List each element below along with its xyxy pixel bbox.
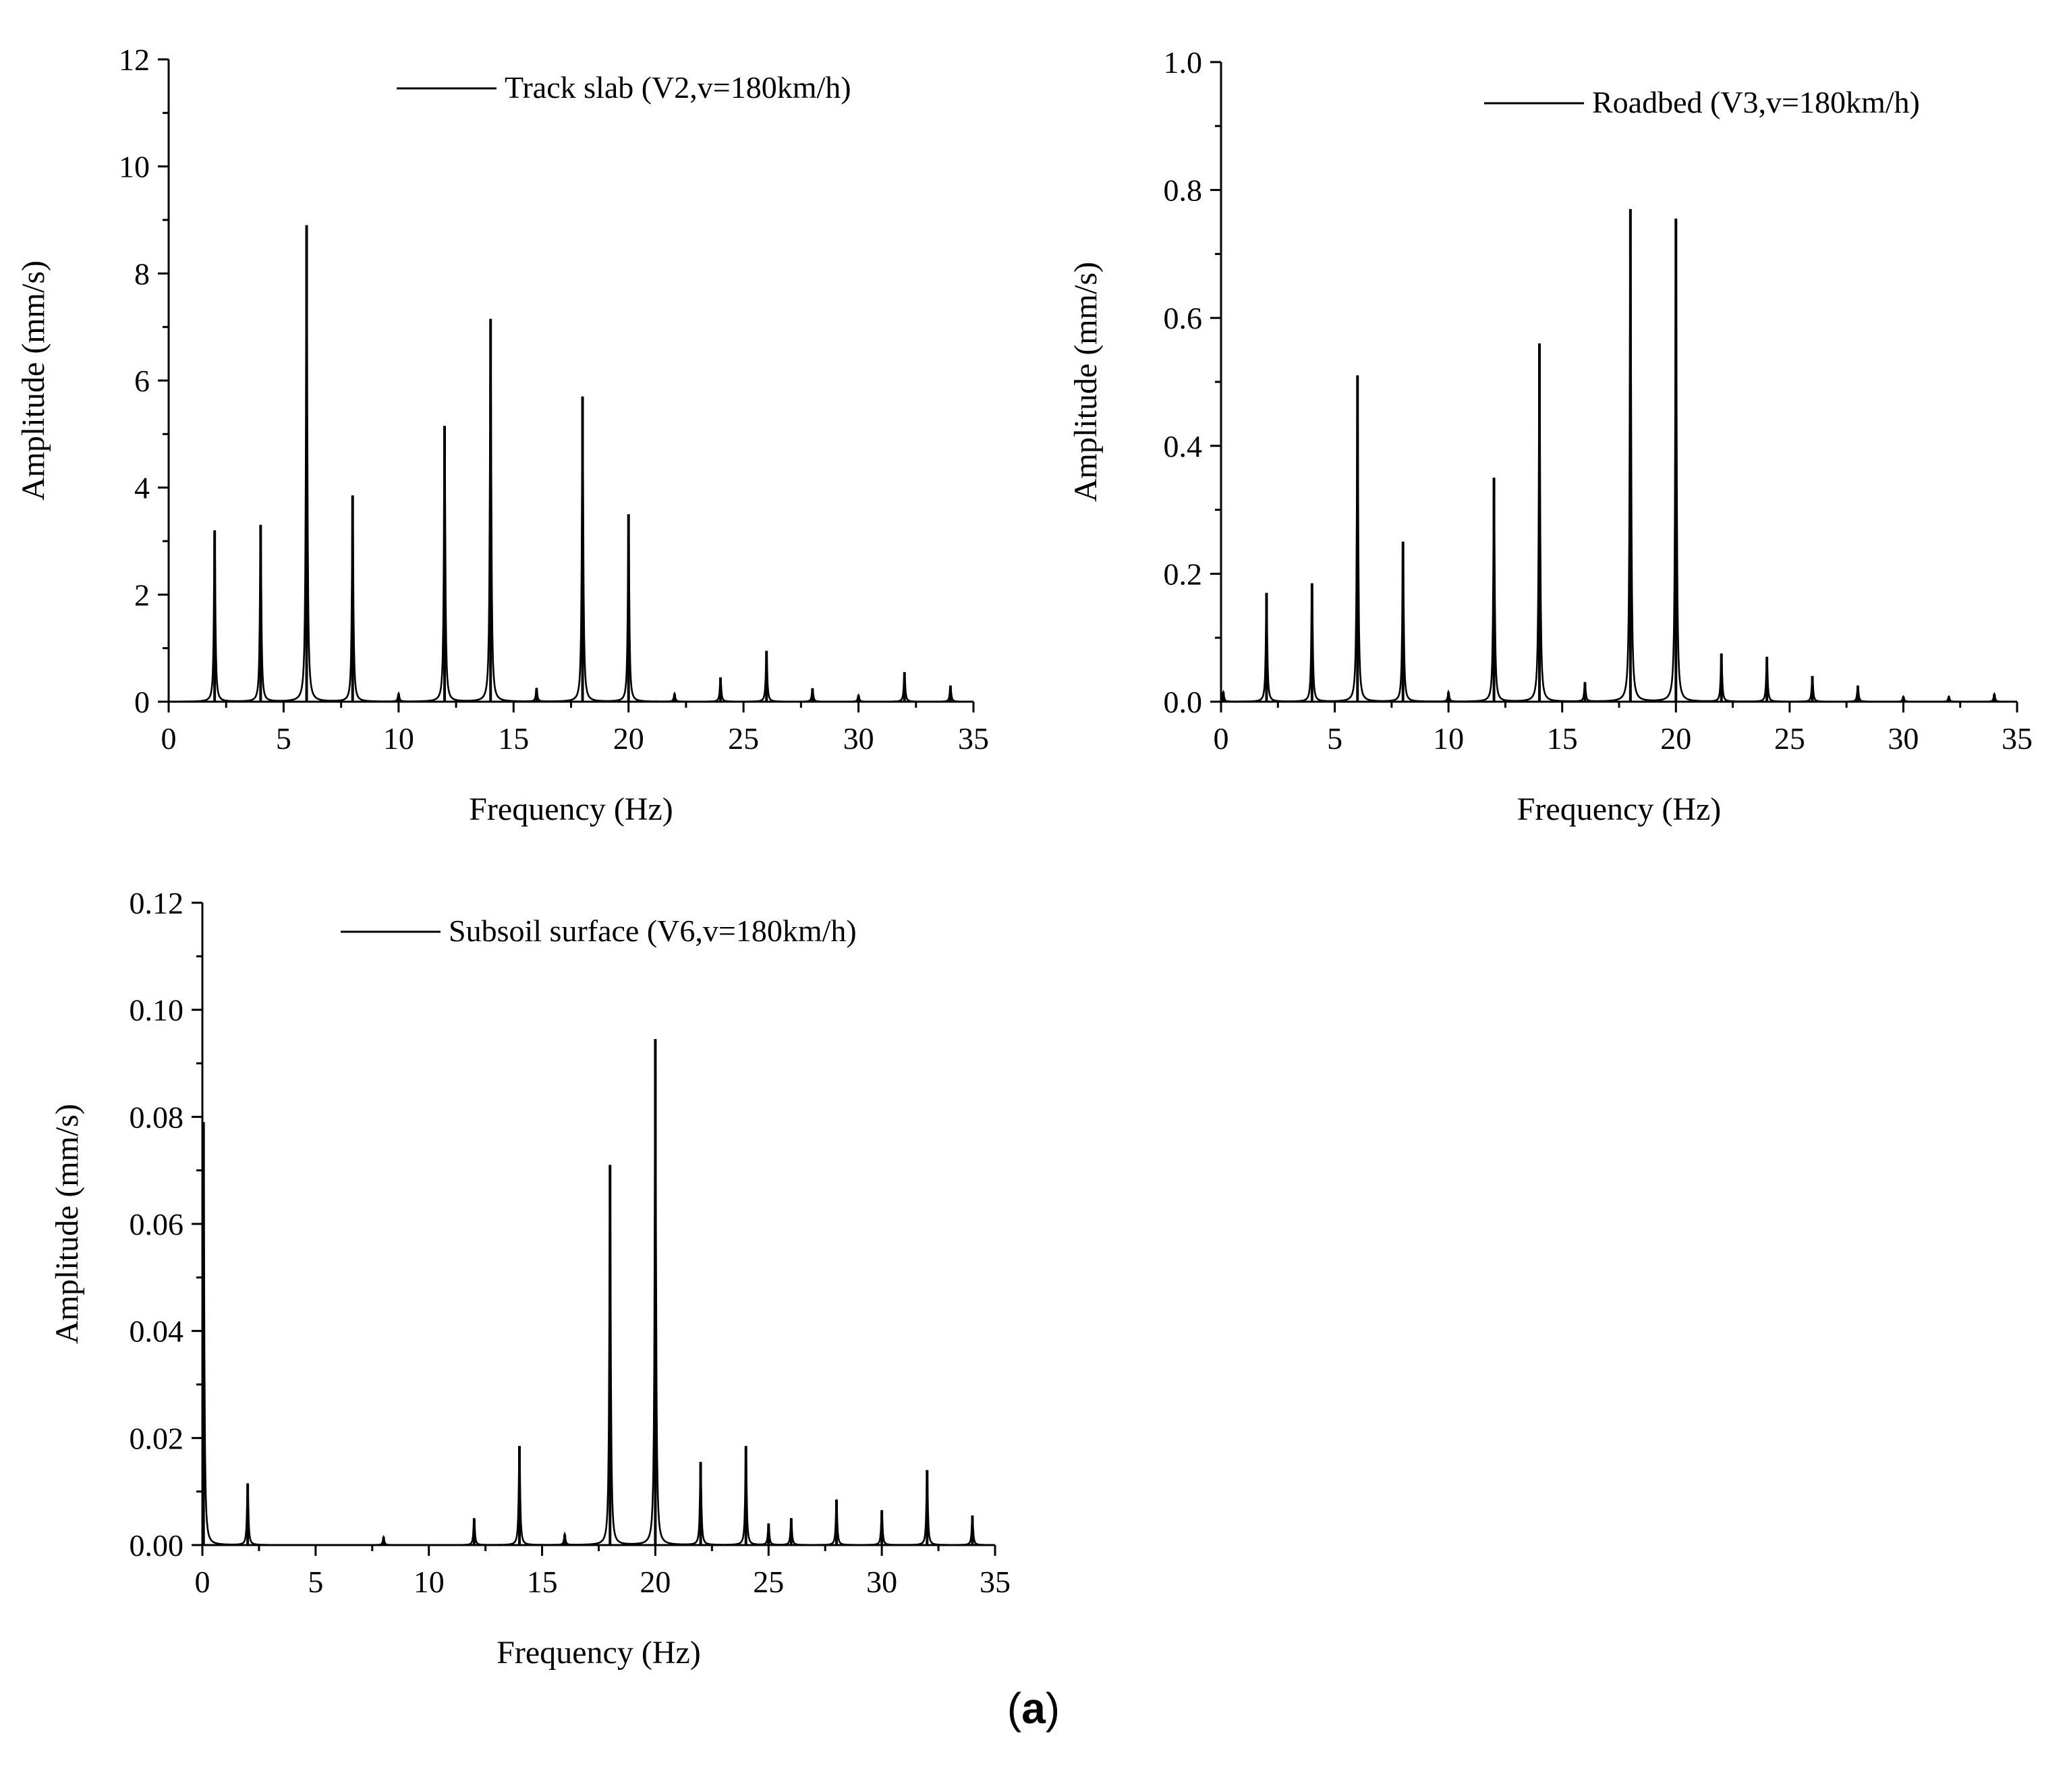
x-axis-title: Frequency (Hz): [1517, 791, 1722, 827]
chart-track-slab: 0 5 10 15 20 25 30 35 0 2 4 6 8 10 12 Frequency (Hz) Amp…: [16, 43, 989, 827]
x-tick-label: 20: [1660, 721, 1691, 756]
y-tick-label: 4: [134, 471, 150, 505]
y-tick-label: 0.10: [130, 993, 184, 1028]
y-tick-label: 0.04: [130, 1314, 184, 1349]
x-tick-label: 30: [843, 721, 874, 756]
x-axis-title: Frequency (Hz): [469, 791, 673, 827]
x-tick-label: 15: [527, 1565, 558, 1599]
x-tick-label: 5: [308, 1565, 323, 1599]
x-tick-label: 30: [1888, 721, 1919, 756]
y-tick-label: 0.06: [130, 1207, 184, 1241]
legend-label: Subsoil surface (V6,v=180km/h): [449, 914, 857, 948]
x-tick-label: 20: [640, 1565, 671, 1599]
x-tick-label: 5: [276, 721, 291, 756]
y-tick-label: 0.12: [130, 886, 184, 920]
y-axis-title: Amplitude (mm/s): [16, 260, 51, 501]
y-tick-label: 10: [119, 150, 150, 184]
x-tick-label: 25: [1774, 721, 1805, 756]
legend-label: Track slab (V2,v=180km/h): [505, 70, 851, 105]
y-tick-label: 2: [134, 578, 150, 612]
x-tick-label: 35: [958, 721, 989, 756]
x-tick-label: 0: [195, 1565, 210, 1599]
x-tick-label: 5: [1327, 721, 1342, 756]
x-tick-label: 25: [728, 721, 759, 756]
x-tick-label: 35: [2002, 721, 2033, 756]
x-tick-label: 15: [1547, 721, 1578, 756]
x-tick-label: 10: [414, 1565, 445, 1599]
x-tick-label: 0: [161, 721, 177, 756]
series-line: [169, 225, 973, 703]
chart-roadbed: 0 5 10 15 20 25 30 35 0.0 0.2 0.4 0.6 0.8 1.0 Frequenc…: [1068, 45, 2033, 827]
y-tick-label: 8: [134, 256, 150, 291]
y-tick-label: 0.00: [130, 1528, 184, 1563]
y-tick-label: 0.6: [1164, 301, 1203, 335]
x-tick-label: 30: [866, 1565, 897, 1599]
panel-label: (a): [1007, 1684, 1060, 1733]
y-tick-label: 0.0: [1164, 685, 1203, 719]
x-tick-label: 10: [1433, 721, 1464, 756]
panel-label-letter: a: [1021, 1684, 1046, 1733]
chart-subsoil-surface: 0 5 10 15 20 25 30 35 0.00 0.02 0.04 0.06 0.08 0.10 0.…: [49, 886, 1011, 1671]
y-tick-label: 0.8: [1164, 173, 1203, 208]
x-tick-label: 35: [980, 1565, 1011, 1599]
x-tick-label: 0: [1214, 721, 1229, 756]
x-tick-label: 15: [498, 721, 529, 756]
series-line: [1220, 208, 2017, 703]
x-tick-label: 20: [613, 721, 644, 756]
x-axis-title: Frequency (Hz): [497, 1635, 701, 1671]
legend-label: Roadbed (V3,v=180km/h): [1592, 85, 1920, 119]
y-tick-label: 0.02: [130, 1421, 184, 1455]
y-tick-label: 12: [119, 43, 150, 77]
y-tick-label: 1.0: [1164, 45, 1203, 80]
y-tick-label: 0.4: [1164, 429, 1203, 464]
y-tick-label: 0.2: [1164, 557, 1203, 591]
y-tick-label: 6: [134, 364, 150, 398]
x-tick-label: 10: [383, 721, 414, 756]
x-tick-label: 25: [753, 1565, 784, 1599]
y-tick-label: 0: [134, 685, 150, 719]
y-axis-title: Amplitude (mm/s): [49, 1104, 85, 1344]
series-line: [201, 1038, 995, 1546]
y-axis-title: Amplitude (mm/s): [1068, 262, 1104, 502]
y-tick-label: 0.08: [130, 1100, 184, 1134]
